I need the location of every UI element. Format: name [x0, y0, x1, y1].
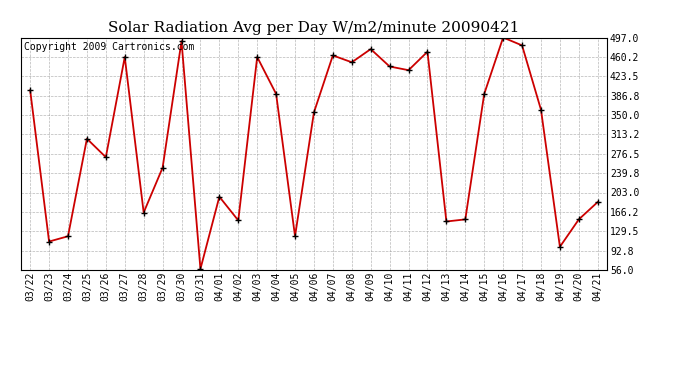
- Title: Solar Radiation Avg per Day W/m2/minute 20090421: Solar Radiation Avg per Day W/m2/minute …: [108, 21, 520, 35]
- Text: Copyright 2009 Cartronics.com: Copyright 2009 Cartronics.com: [23, 42, 194, 52]
